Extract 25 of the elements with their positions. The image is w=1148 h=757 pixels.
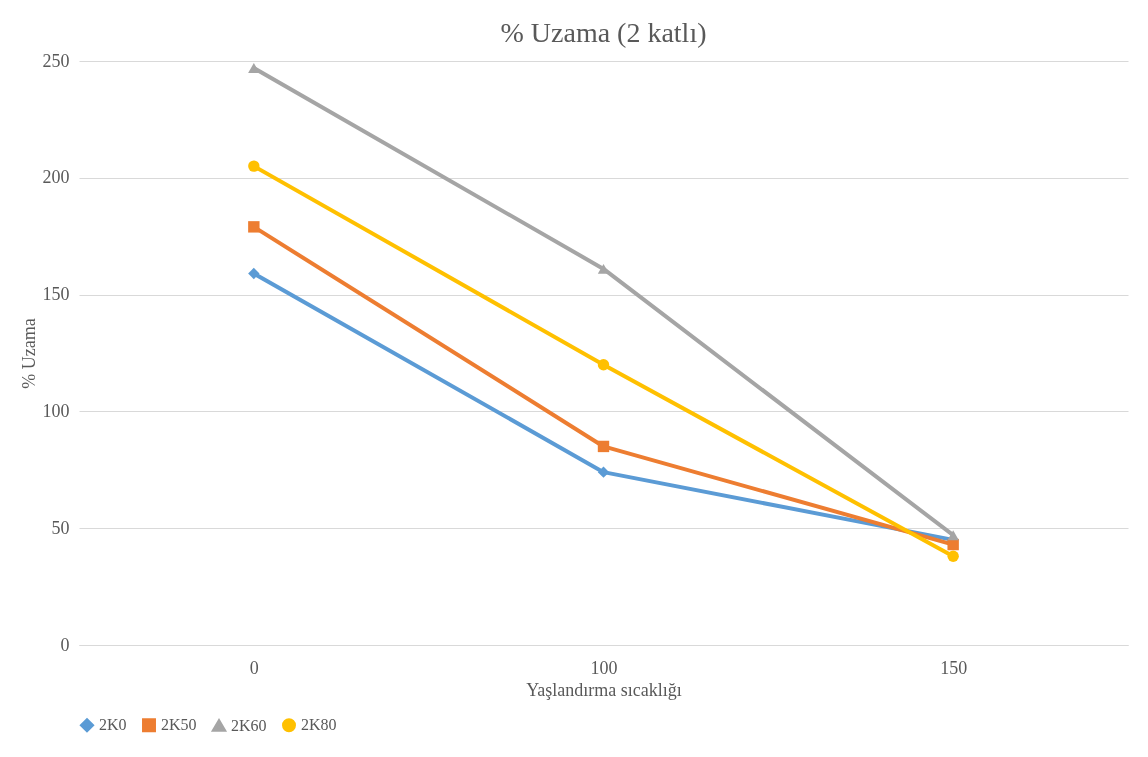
legend-label: 2K50: [161, 716, 197, 734]
y-tick-label: 100: [42, 400, 70, 421]
legend-label: 2K80: [301, 716, 337, 734]
chart-title: % Uzama (2 katlı): [500, 17, 707, 48]
y-tick-label: 250: [42, 50, 70, 71]
x-tick-label: 150: [940, 657, 968, 678]
point: [597, 440, 610, 453]
x-tick-label: 100: [590, 657, 618, 678]
y-tick-label: 150: [42, 284, 70, 305]
legend-label: 2K0: [99, 716, 127, 734]
y-tick-label: 50: [51, 517, 70, 538]
point: [248, 221, 260, 233]
point: [947, 550, 959, 562]
x-axis-title: Yaşlandırma sıcaklığı: [526, 679, 682, 700]
point: [248, 160, 260, 172]
legend-label: 2K60: [231, 716, 267, 734]
y-tick-label: 0: [60, 634, 70, 655]
point: [947, 530, 959, 541]
y-tick-label: 200: [42, 167, 70, 188]
point: [597, 466, 610, 478]
point: [248, 267, 260, 280]
x-tick-label: 0: [249, 657, 259, 678]
point: [597, 358, 610, 371]
y-axis-title: % Uzama: [18, 318, 39, 389]
point: [947, 538, 959, 551]
